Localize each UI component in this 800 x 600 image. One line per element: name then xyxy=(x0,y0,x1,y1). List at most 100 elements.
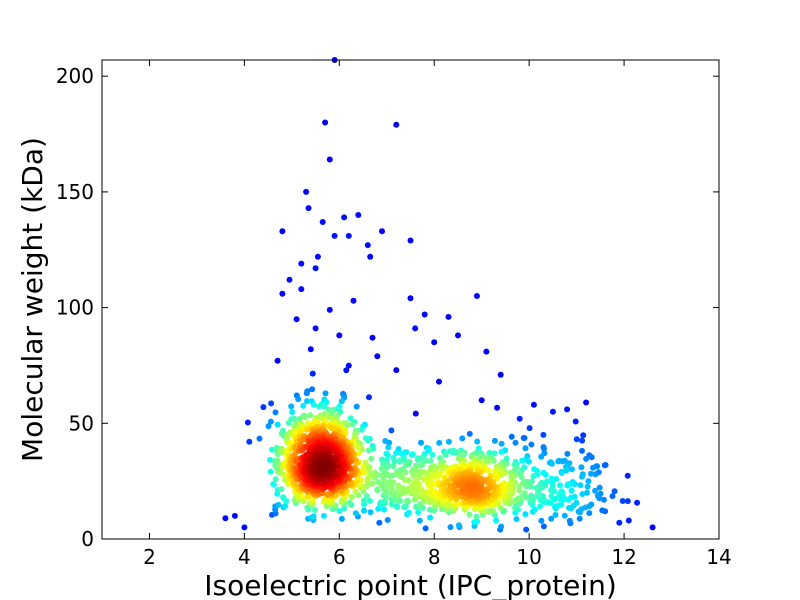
scatter-point xyxy=(548,493,555,500)
scatter-point xyxy=(592,471,599,478)
scatter-point xyxy=(396,458,403,465)
scatter-point xyxy=(407,295,414,302)
scatter-point xyxy=(503,455,510,462)
scatter-point xyxy=(473,513,480,520)
scatter-point xyxy=(516,415,523,422)
scatter-point xyxy=(387,473,394,480)
scatter-point xyxy=(279,228,286,235)
scatter-point xyxy=(278,486,285,493)
scatter-point xyxy=(498,523,505,530)
scatter-point xyxy=(425,447,432,454)
scatter-point xyxy=(326,156,333,163)
scatter-point xyxy=(572,418,579,425)
scatter-point xyxy=(474,518,481,525)
scatter-point xyxy=(548,475,555,482)
scatter-point xyxy=(584,483,591,490)
scatter-point xyxy=(405,477,412,484)
scatter-point xyxy=(364,475,371,482)
scatter-point xyxy=(338,515,345,522)
x-tick-label: 2 xyxy=(143,545,156,569)
scatter-point xyxy=(579,447,585,454)
scatter-point xyxy=(331,232,338,239)
scatter-point xyxy=(367,497,373,504)
scatter-point xyxy=(616,519,623,526)
scatter-point xyxy=(267,418,274,425)
scatter-point xyxy=(594,492,601,499)
scatter-point xyxy=(368,455,375,462)
scatter-point xyxy=(314,253,321,260)
scatter-point xyxy=(361,497,367,504)
scatter-point xyxy=(585,478,592,485)
scatter-point xyxy=(274,421,281,428)
scatter-point xyxy=(265,423,272,430)
scatter-point xyxy=(360,488,367,495)
scatter-point xyxy=(364,242,371,249)
scatter-point xyxy=(336,332,343,339)
scatter-point xyxy=(355,212,362,218)
scatter-point xyxy=(336,508,343,515)
scatter-point xyxy=(498,505,504,512)
scatter-point xyxy=(609,493,616,500)
y-axis-ticks: 0 50 100 150 200 xyxy=(56,64,719,551)
scatter-point xyxy=(461,464,468,471)
scatter-point xyxy=(307,412,314,419)
scatter-point xyxy=(473,293,480,299)
scatter-point xyxy=(513,516,520,523)
scatter-point xyxy=(384,456,390,463)
scatter-point xyxy=(222,515,229,522)
scatter-point xyxy=(408,452,415,459)
scatter-point xyxy=(435,472,442,479)
scatter-point xyxy=(573,436,580,443)
scatter-point xyxy=(469,484,476,491)
x-tick-label: 6 xyxy=(333,545,346,569)
scatter-point xyxy=(267,468,274,475)
scatter-point xyxy=(323,491,330,498)
scatter-point xyxy=(592,487,599,494)
scatter-point xyxy=(535,490,541,497)
scatter-point xyxy=(246,438,253,445)
scatter-point xyxy=(322,496,329,503)
scatter-point xyxy=(466,430,473,437)
scatter-point xyxy=(231,512,238,519)
scatter-point xyxy=(331,426,338,433)
scatter-point xyxy=(381,478,388,484)
scatter-point xyxy=(478,397,485,404)
scatter-point xyxy=(578,464,585,471)
scatter-point xyxy=(353,403,360,410)
scatter-point xyxy=(310,513,317,520)
scatter-point xyxy=(295,396,302,403)
scatter-point xyxy=(274,357,281,364)
scatter-point xyxy=(568,487,575,494)
scatter-point xyxy=(341,505,348,512)
scatter-point xyxy=(303,188,310,195)
scatter-point xyxy=(466,511,473,518)
scatter-point xyxy=(459,435,466,442)
scatter-point xyxy=(600,496,607,503)
scatter-point xyxy=(548,515,555,522)
scatter-point xyxy=(557,482,563,489)
scatter-point xyxy=(423,470,430,477)
scatter-point xyxy=(625,517,632,524)
scatter-point xyxy=(256,435,263,442)
scatter-point xyxy=(538,517,545,524)
scatter-point xyxy=(447,524,454,531)
scatter-point xyxy=(416,474,423,481)
scatter-point xyxy=(412,325,419,332)
scatter-point xyxy=(429,451,436,458)
scatter-point xyxy=(291,415,298,422)
scatter-point xyxy=(568,466,575,473)
scatter-point xyxy=(279,290,286,297)
scatter-point xyxy=(485,467,492,473)
scatter-point xyxy=(354,444,361,451)
scatter-point xyxy=(347,415,354,422)
scatter-point xyxy=(519,457,526,464)
scatter-point xyxy=(523,526,530,533)
x-axis-title: Isoelectric point (IPC_protein) xyxy=(204,569,617,600)
scatter-point xyxy=(415,457,421,463)
scatter-point xyxy=(362,435,369,442)
scatter-point xyxy=(307,346,314,353)
scatter-point xyxy=(485,458,492,465)
scatter-point xyxy=(431,339,438,346)
scatter-point xyxy=(558,470,565,476)
